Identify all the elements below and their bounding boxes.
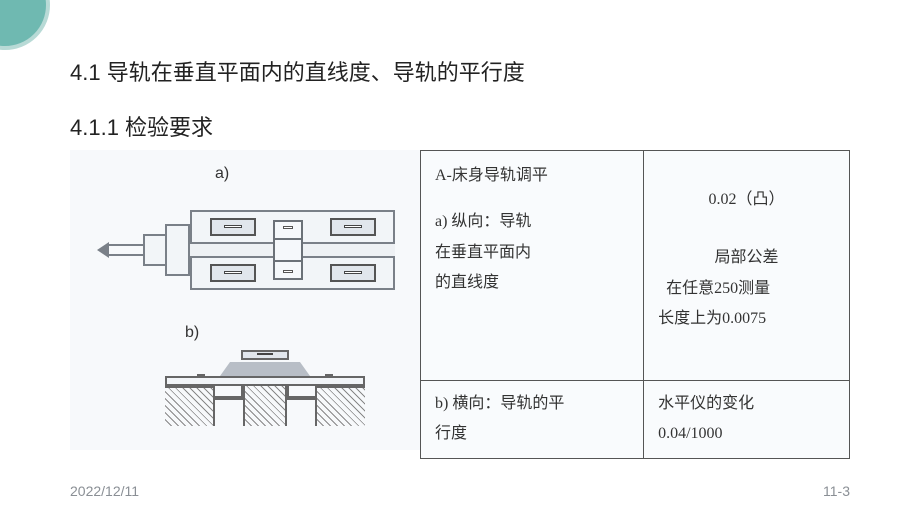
- diagram-area: a) b): [70, 150, 420, 450]
- diagram-cross-section: [165, 350, 365, 440]
- table-row-a-desc: a) 纵向：导轨 在垂直平面内 的直线度: [435, 207, 629, 298]
- diagram-label-b: b): [185, 324, 199, 342]
- table-row-a-tol-sub1: 局部公差: [658, 243, 835, 273]
- diagram-top-view: [95, 190, 405, 310]
- table-row-b-tol: 水平仪的变化 0.04/1000: [658, 389, 835, 450]
- footer-date: 2022/12/11: [70, 483, 139, 499]
- corner-decoration: [0, 0, 50, 50]
- table-row-b-desc: b) 横向：导轨的平 行度: [435, 389, 629, 450]
- figure-block: a) b): [70, 150, 850, 450]
- table-row-a-tol-sub2: 在任意250测量: [666, 274, 835, 304]
- table-row-a-tol-top: 0.02（凸）: [658, 185, 835, 215]
- diagram-label-a: a): [215, 165, 229, 183]
- footer-page: 11-3: [823, 483, 850, 499]
- table-row-a-tol-sub3: 长度上为0.0075: [658, 304, 835, 334]
- section-heading-4-1: 4.1 导轨在垂直平面内的直线度、导轨的平行度: [70, 55, 525, 87]
- table-header-a: A-床身导轨调平: [435, 161, 629, 191]
- spec-table: A-床身导轨调平 a) 纵向：导轨 在垂直平面内 的直线度 0.02（凸） 局部…: [420, 150, 850, 459]
- section-heading-4-1-1: 4.1.1 检验要求: [70, 110, 213, 142]
